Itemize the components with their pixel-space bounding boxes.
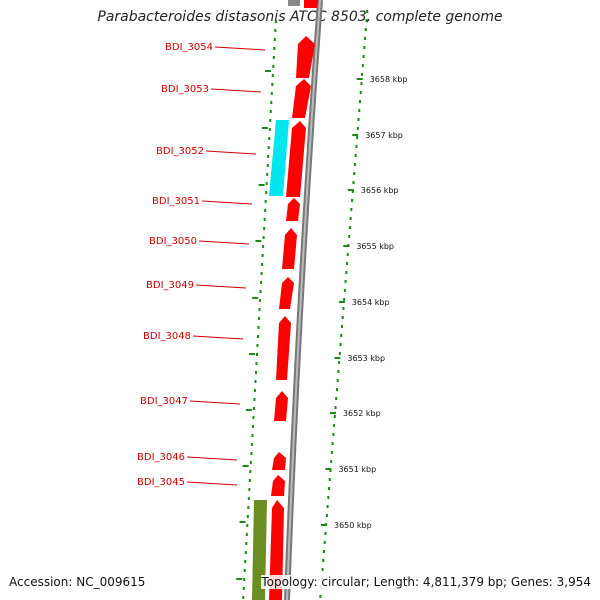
cds-arrow <box>276 316 291 380</box>
cds-arrow <box>272 452 286 470</box>
kbp-tick-mark <box>329 412 336 414</box>
cds-arrow <box>286 198 300 221</box>
kbp-tick-mark <box>325 468 332 470</box>
kbp-tick-label: 3653 kbp <box>347 354 385 363</box>
kbp-tick-mark <box>347 189 354 191</box>
kbp-tick-mark <box>356 78 363 80</box>
kbp-tick-label: 3651 kbp <box>338 465 376 474</box>
cds-arrow <box>271 475 285 496</box>
rna-feature <box>269 120 289 196</box>
cds-arrow <box>286 121 306 197</box>
gene-leader-line <box>192 335 244 340</box>
kbp-ticks: 3658 kbp 3657 kbp 3656 kbp 3655 kbp 3654 kbp… <box>321 75 407 530</box>
gene-label: BDI_3054 <box>165 42 213 53</box>
gene-leader-line <box>186 481 238 486</box>
gene-leader-line <box>186 456 238 461</box>
gene-leader-line <box>195 284 247 289</box>
kbp-tick-label: 3650 kbp <box>334 521 372 530</box>
accession-label: Accession: NC_009615 <box>9 575 146 589</box>
kbp-tick-mark <box>334 357 341 359</box>
kbp-tick-mark <box>352 134 359 136</box>
gene-label: BDI_3051 <box>152 196 200 207</box>
kbp-tick-label: 3658 kbp <box>370 75 408 84</box>
kbp-tick-mark <box>338 301 345 303</box>
cds-arrow <box>279 277 294 309</box>
cds-arrow <box>296 36 315 78</box>
gene-labels: BDI_3054 BDI_3053 BDI_3052 BDI_3051 BDI_3050… <box>137 42 266 488</box>
kbp-tick-label: 3654 kbp <box>352 298 390 307</box>
feature-top-grey <box>288 0 300 6</box>
map-title: Parabacteroides distasonis ATCC 8503, co… <box>97 9 503 25</box>
gene-leader-line <box>201 200 253 205</box>
gene-label: BDI_3052 <box>156 146 204 157</box>
kbp-tick-mark <box>321 524 327 526</box>
kbp-tick-label: 3655 kbp <box>356 242 394 251</box>
kbp-tick-mark <box>343 245 350 247</box>
gene-label: BDI_3047 <box>140 396 188 407</box>
cds-arrow <box>282 228 297 269</box>
gene-label: BDI_3046 <box>137 452 185 463</box>
gene-leader-line <box>205 150 257 155</box>
gene-label: BDI_3048 <box>143 331 191 342</box>
gene-leader-line <box>198 240 250 245</box>
cds-arrow <box>292 79 311 118</box>
kbp-tick-label: 3657 kbp <box>365 131 403 140</box>
kbp-tick-label: 3652 kbp <box>343 409 381 418</box>
cds-arrow <box>274 391 288 421</box>
gene-leader-line <box>210 88 262 93</box>
inner-dotted-ring <box>236 20 277 599</box>
gene-leader-line <box>189 400 241 405</box>
gene-label: BDI_3053 <box>161 84 209 95</box>
topology-label: Topology: circular; Length: 4,811,379 bp… <box>261 575 591 589</box>
kbp-tick-label: 3656 kbp <box>361 186 399 195</box>
gene-label: BDI_3049 <box>146 280 194 291</box>
gene-label: BDI_3050 <box>149 236 197 247</box>
gene-leader-line <box>214 46 266 51</box>
gene-label: BDI_3045 <box>137 477 185 488</box>
cds-arrow <box>304 0 318 8</box>
